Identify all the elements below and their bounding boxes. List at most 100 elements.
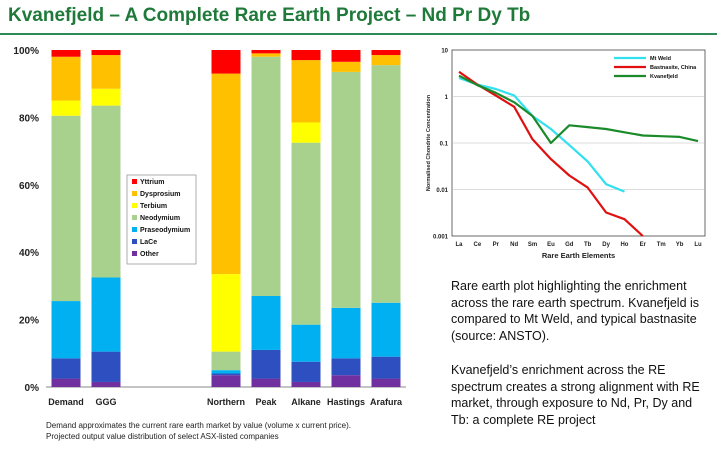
bar-segment-dysprosium xyxy=(91,55,121,89)
y-tick-label: 0% xyxy=(25,383,40,394)
right-chart-frame xyxy=(451,49,706,237)
bar-segment-praseodymium xyxy=(371,302,401,357)
y-tick-label: 0.1 xyxy=(440,142,449,148)
bar-segment-neodymium xyxy=(211,351,241,371)
x-tick-label-tb: Tb xyxy=(584,242,592,248)
bar-segment-praseodymium xyxy=(251,296,281,350)
bar-segment-yttrium xyxy=(211,50,241,74)
bar-segment-lace xyxy=(211,373,241,376)
legend-label-dysprosium: Dysprosium xyxy=(140,191,180,198)
bar-segment-other xyxy=(291,381,321,387)
x-tick-label-yb: Yb xyxy=(676,242,684,248)
description-paragraph: Rare earth plot highlighting the enrichm… xyxy=(451,279,700,343)
x-tick-label-la: La xyxy=(455,242,463,248)
legend-swatch-dysprosium xyxy=(132,191,137,196)
rare-earth-line-chart: 0.001 0.01 0.1 1 10 La Ce Pr Nd Sm Eu Gd Tb Dy Ho Er Tm… xyxy=(426,49,706,260)
bar-segment-yttrium xyxy=(371,50,401,56)
x-tick-label-lu: Lu xyxy=(694,242,702,248)
x-tick-label-northern: Northern xyxy=(207,397,245,407)
bar-segment-lace xyxy=(51,358,81,379)
series-line-bastnasite-china xyxy=(458,70,644,237)
bar-segment-yttrium xyxy=(91,50,121,56)
bar-segment-lace xyxy=(251,349,281,379)
legend-label-terbium: Terbium xyxy=(140,203,167,210)
bar-segment-dysprosium xyxy=(371,55,401,66)
legend-label-mt-weld: Mt Weld xyxy=(650,56,671,62)
x-tick-label-arafura: Arafura xyxy=(370,397,403,407)
bar-segment-other xyxy=(51,378,81,387)
series-line-mt-weld xyxy=(458,76,625,193)
y-tick-label: 60% xyxy=(19,181,39,192)
x-axis-label: Rare Earth Elements xyxy=(542,251,615,260)
title-divider xyxy=(0,33,717,35)
y-axis-label: Normalised Chondrite Concentration xyxy=(426,94,432,191)
x-tick-label-ce: Ce xyxy=(474,242,482,248)
y-tick-label: 1 xyxy=(445,95,449,101)
y-tick-label: 20% xyxy=(19,316,39,327)
left-chart-bars xyxy=(51,50,401,387)
bar-segment-praseodymium xyxy=(211,370,241,374)
slide-title: Kvanefjeld – A Complete Rare Earth Proje… xyxy=(8,5,531,26)
legend-swatch-yttrium xyxy=(132,179,137,184)
bar-segment-yttrium xyxy=(331,50,361,62)
y-tick-label: 80% xyxy=(19,113,39,124)
bar-segment-other xyxy=(91,381,121,387)
bar-segment-dysprosium xyxy=(291,60,321,123)
x-tick-label-alkane: Alkane xyxy=(291,397,321,407)
bar-segment-other xyxy=(371,378,401,387)
footnote-projected: Projected output value distribution of s… xyxy=(46,432,279,441)
bar-segment-dysprosium xyxy=(251,53,281,57)
bar-segment-dysprosium xyxy=(51,56,81,101)
right-chart-axis-labels: Rare Earth Elements Normalised Chondrite … xyxy=(426,94,615,260)
bar-segment-praseodymium xyxy=(91,277,121,352)
y-tick-label: 0.001 xyxy=(433,235,449,241)
y-tick-label: 40% xyxy=(19,248,39,259)
x-tick-label-eu: Eu xyxy=(547,242,555,248)
bar-segment-dysprosium xyxy=(331,61,361,72)
right-chart-legend: Mt Weld Bastnasite, China Kvanefjeld xyxy=(614,56,697,80)
bar-segment-neodymium xyxy=(291,142,321,325)
legend-label-other: Other xyxy=(140,251,159,258)
legend-swatch-other xyxy=(132,251,137,256)
bar-segment-other xyxy=(211,375,241,387)
bar-segment-yttrium xyxy=(251,50,281,54)
bar-segment-lace xyxy=(91,351,121,382)
right-chart-y-ticks: 0.001 0.01 0.1 1 10 xyxy=(433,49,449,241)
bar-segment-terbium xyxy=(211,274,241,352)
x-tick-label-pr: Pr xyxy=(493,242,500,248)
series-line-kvanefjeld xyxy=(458,74,699,145)
legend-swatch-neodymium xyxy=(132,215,137,220)
x-tick-label-nd: Nd xyxy=(510,242,518,248)
enrichment-paragraph: Kvanefjeld’s enrichment across the RE sp… xyxy=(451,363,700,427)
legend-swatch-terbium xyxy=(132,203,137,208)
left-chart-y-ticks: 0% 20% 40% 60% 80% 100% xyxy=(13,46,39,394)
x-tick-label-ggg: GGG xyxy=(95,397,116,407)
x-tick-label-tm: Tm xyxy=(657,242,666,248)
stacked-bar-chart: 0% 20% 40% 60% 80% 100% Demand GGG Northern Peak… xyxy=(13,46,406,407)
bar-segment-neodymium xyxy=(251,56,281,297)
bar-segment-praseodymium xyxy=(291,324,321,362)
bar-segment-lace xyxy=(291,361,321,382)
y-tick-label: 0.01 xyxy=(436,188,448,194)
x-tick-label-peak: Peak xyxy=(255,397,277,407)
right-chart-lines xyxy=(458,70,699,237)
legend-box xyxy=(126,174,197,265)
bar-segment-neodymium xyxy=(371,65,401,303)
bar-segment-neodymium xyxy=(91,105,121,278)
bar-segment-terbium xyxy=(51,100,81,116)
legend-label-praseodymium: Praseodymium xyxy=(140,227,190,234)
bar-segment-other xyxy=(331,375,361,387)
legend-label-kvanefjeld: Kvanefjeld xyxy=(650,74,678,80)
right-chart-x-ticks: La Ce Pr Nd Sm Eu Gd Tb Dy Ho Er Tm Yb Lu xyxy=(455,242,702,248)
legend-swatch-lace xyxy=(132,239,137,244)
bar-segment-yttrium xyxy=(51,50,81,57)
left-chart-legend: Yttrium Dysprosium Terbium Neodymium Praseod… xyxy=(126,174,197,265)
bar-segment-yttrium xyxy=(291,50,321,61)
bar-segment-praseodymium xyxy=(51,301,81,359)
x-tick-label-er: Er xyxy=(640,242,647,248)
footnote-demand: Demand approximates the current rare ear… xyxy=(46,421,352,430)
x-tick-label-dy: Dy xyxy=(602,242,610,248)
x-tick-label-ho: Ho xyxy=(620,242,628,248)
legend-swatch-praseodymium xyxy=(132,227,137,232)
x-tick-label-sm: Sm xyxy=(528,242,537,248)
